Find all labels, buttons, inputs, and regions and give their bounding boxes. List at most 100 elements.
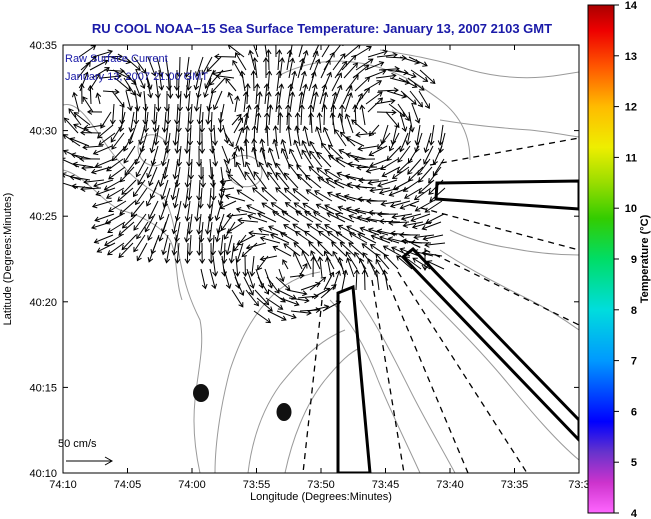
current-vector [413, 187, 432, 201]
current-vector [321, 104, 328, 126]
current-vector [128, 111, 135, 133]
current-vector [82, 144, 104, 151]
current-vector [90, 166, 112, 175]
current-vector [95, 92, 102, 105]
current-vector [196, 213, 203, 235]
colorbar-tick-label: 10 [625, 203, 637, 215]
current-vector [261, 187, 278, 202]
current-vector [161, 234, 169, 256]
current-vector [330, 91, 338, 113]
current-vector [326, 212, 346, 223]
current-vector [322, 300, 342, 312]
x-tick-label: 74:10 [49, 479, 77, 491]
current-vector [265, 297, 284, 310]
current-vector [399, 200, 420, 210]
current-vector [267, 104, 274, 126]
current-vector [310, 256, 317, 278]
current-vector [298, 104, 305, 126]
current-vector [135, 187, 148, 206]
current-vector [200, 166, 207, 188]
current-vector [205, 103, 212, 125]
current-vector [387, 236, 409, 244]
current-vector [411, 221, 433, 230]
current-vector [96, 124, 114, 139]
current-vector [137, 166, 149, 186]
current-vector [231, 113, 242, 126]
current-vector [278, 83, 285, 105]
current-vector [90, 221, 112, 230]
current-vector [325, 178, 345, 189]
current-vector [174, 242, 181, 264]
current-vector [407, 158, 422, 175]
current-vector [281, 210, 300, 223]
colorbar-tick-label: 5 [631, 457, 637, 469]
current-vector [237, 217, 259, 224]
y-tick-label: 40:35 [29, 40, 57, 52]
current-vector [102, 88, 120, 95]
current-vector [399, 247, 420, 257]
current-vector [426, 260, 445, 270]
coverage-ray [384, 274, 469, 473]
current-vector [357, 145, 379, 152]
current-vector [290, 70, 298, 92]
current-vector [78, 83, 85, 105]
current-vector [267, 171, 281, 189]
overlay-line-1: Raw Surface Current [65, 53, 168, 65]
current-vector [124, 56, 141, 71]
current-vector [185, 90, 192, 112]
current-vector [410, 69, 429, 82]
radar-beam-southeast [400, 246, 579, 443]
current-vector [214, 200, 223, 222]
current-vector [356, 164, 378, 171]
current-vector [316, 112, 323, 134]
current-vector [238, 146, 245, 168]
current-vector [161, 111, 168, 133]
current-vector [391, 213, 413, 220]
current-vector [365, 166, 387, 174]
current-vector [279, 57, 285, 79]
current-vector [344, 113, 354, 134]
current-vector [148, 166, 158, 187]
current-vector [214, 221, 222, 243]
current-vector [83, 178, 105, 185]
current-vector [63, 117, 79, 134]
current-vector [337, 112, 345, 134]
scale-arrow [66, 456, 114, 466]
overlay-line-2: January 13, 2007 21:00 GMT [65, 71, 208, 83]
temperature-colorbar [587, 4, 615, 514]
current-vector [399, 132, 409, 153]
current-vector [227, 91, 234, 105]
current-vector [379, 218, 401, 225]
current-vector [174, 103, 180, 125]
colorbar-tick-label: 7 [631, 356, 637, 368]
current-vector [267, 310, 287, 321]
current-vector [94, 213, 115, 223]
current-vector [146, 77, 154, 99]
current-vector [208, 242, 215, 264]
current-vector [219, 186, 235, 193]
current-vector [158, 200, 168, 221]
current-vector [104, 234, 123, 246]
current-vector [91, 200, 113, 209]
current-vector [243, 138, 250, 160]
current-vector [311, 58, 321, 79]
current-vector [334, 60, 347, 79]
x-axis-label: Longitude (Degrees:Minutes) [250, 491, 392, 503]
colorbar-tick-label: 12 [625, 102, 637, 114]
current-vector [73, 112, 91, 126]
current-vector [235, 207, 257, 215]
current-vector [119, 166, 135, 183]
current-vector [376, 228, 398, 236]
current-vector [158, 69, 165, 91]
current-vector [167, 77, 174, 99]
current-vector [223, 268, 232, 290]
current-vector [221, 145, 231, 164]
current-vector [410, 213, 431, 223]
current-vector [121, 213, 138, 229]
current-vector [308, 304, 330, 312]
current-vector [111, 90, 125, 108]
current-vector [219, 200, 237, 210]
current-vector [298, 45, 303, 58]
current-vector [293, 202, 312, 215]
current-vector [379, 235, 400, 244]
